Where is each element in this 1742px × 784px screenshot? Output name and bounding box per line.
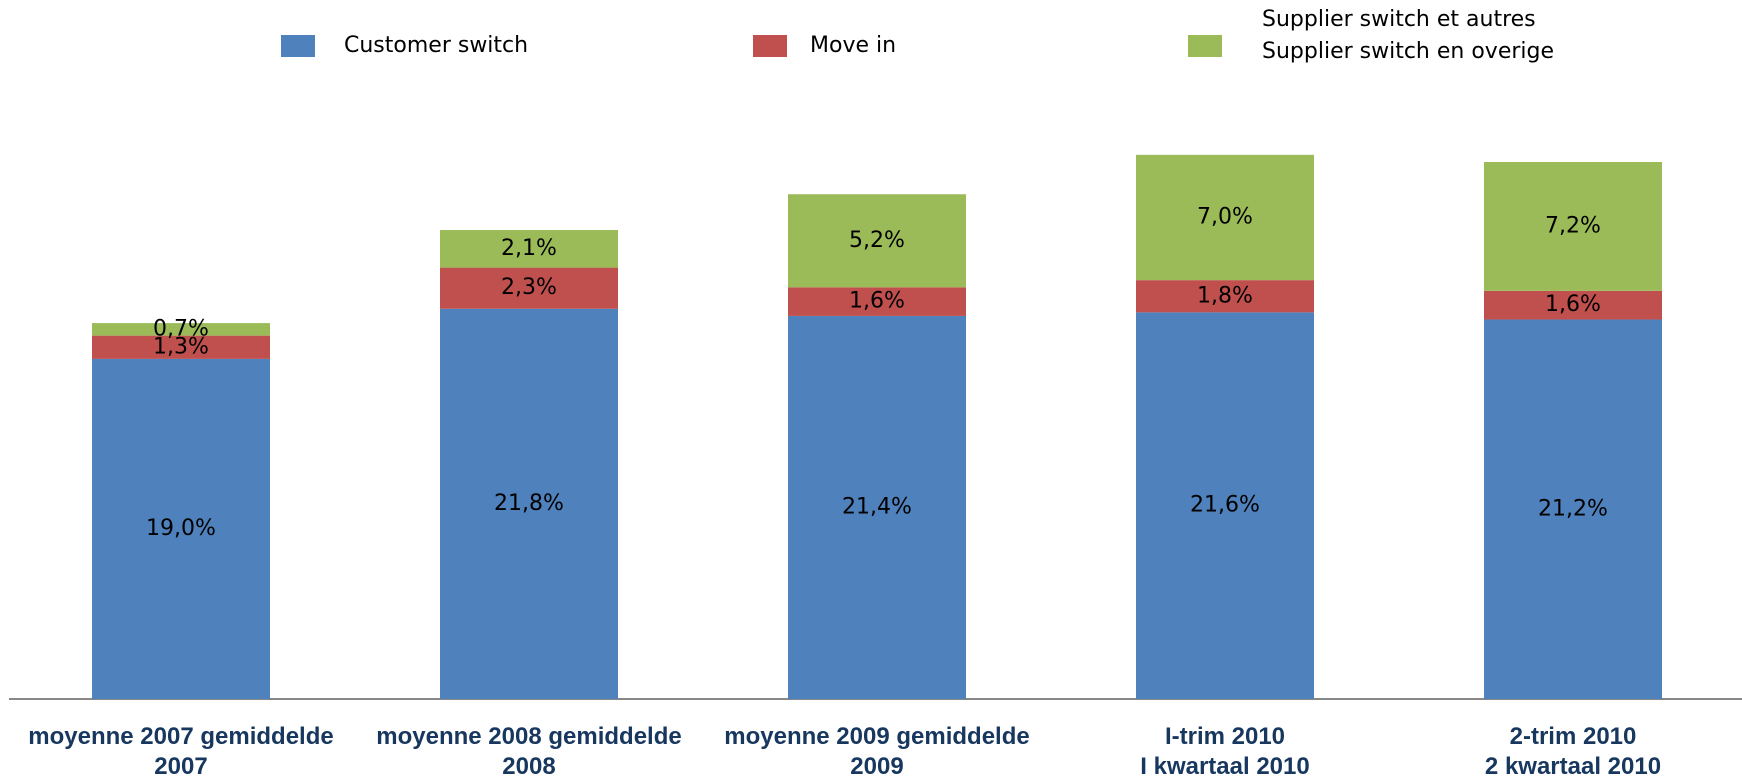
bar-segment [1136,154,1314,281]
x-tick-label: moyenne 2009 gemiddelde 2009 [724,723,1030,780]
data-label: 5,2% [849,228,905,253]
legend-swatch [281,35,315,57]
data-label: 2,1% [501,236,557,261]
bar-segment [788,315,966,699]
data-label: 21,6% [1190,493,1260,518]
bar-segment [92,358,270,699]
x-tick-label: moyenne 2008 gemiddelde 2008 [376,723,682,780]
bar-segment [1136,312,1314,699]
bar-segment [788,194,966,288]
data-label: 1,3% [153,334,209,359]
data-label: 21,2% [1538,496,1608,521]
bar-segment [92,335,270,359]
bar-segment [1484,162,1662,291]
data-label: 1,6% [1545,292,1601,317]
data-label: 7,0% [1197,204,1253,229]
data-label: 7,2% [1545,213,1601,238]
bar-segment [440,308,618,699]
bar-segment [1484,319,1662,699]
x-tick-label: I-trim 2010 I kwartaal 2010 [1140,723,1310,780]
legend-label: Move in [810,33,897,58]
data-label: 19,0% [146,516,216,541]
bar-segment [440,267,618,309]
data-label: 21,4% [842,494,912,519]
bar-segment [440,230,618,268]
legend-label: Supplier switch et autres Supplier switc… [1262,7,1555,64]
data-label: 1,8% [1197,283,1253,308]
legend-label: Customer switch [344,33,529,58]
bar-segment [1136,280,1314,313]
bar-segment [788,287,966,316]
data-label: 21,8% [494,491,564,516]
x-tick-label: 2-trim 2010 2 kwartaal 2010 [1484,723,1662,780]
legend-swatch [1188,35,1222,57]
bar-segment [1484,290,1662,320]
legend-swatch [753,35,787,57]
data-label: 2,3% [501,275,557,300]
data-label: 1,6% [849,289,905,314]
x-tick-label: moyenne 2007 gemiddelde 2007 [28,723,334,780]
bar-segment [92,323,270,336]
data-label: 0,7% [153,316,209,341]
